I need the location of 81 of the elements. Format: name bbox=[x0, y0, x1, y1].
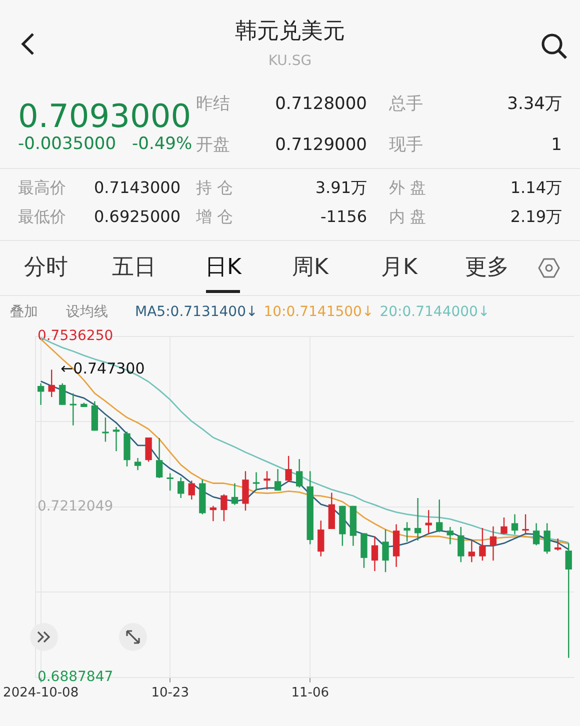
candlestick bbox=[382, 528, 389, 573]
text: 日K bbox=[205, 255, 242, 280]
candlestick bbox=[220, 494, 228, 522]
text: 月K bbox=[381, 255, 418, 280]
text: 五日 bbox=[112, 255, 156, 280]
candlestick bbox=[532, 522, 540, 546]
candlestick bbox=[210, 505, 217, 522]
text: 周K bbox=[292, 255, 328, 280]
candlestick bbox=[425, 509, 432, 534]
y-tick-label: 0.7212049 bbox=[37, 498, 114, 515]
candlestick bbox=[70, 392, 76, 426]
candlestick bbox=[414, 497, 422, 542]
text: 3.91万 bbox=[315, 178, 367, 197]
text: 更多 bbox=[465, 255, 509, 280]
candlestick bbox=[274, 468, 282, 492]
y-tick-label: 0.6887847 bbox=[37, 669, 114, 686]
candlestick bbox=[500, 516, 508, 535]
candlestick bbox=[554, 538, 562, 552]
text: 0.7129000 bbox=[275, 135, 367, 155]
candlestick bbox=[252, 472, 260, 492]
candlestick bbox=[264, 470, 270, 490]
candlestick bbox=[318, 520, 324, 557]
text: 最低价 bbox=[18, 207, 66, 226]
text: 设均线 bbox=[66, 304, 108, 320]
candlestick bbox=[59, 382, 66, 406]
x-tick-label: 2024-10-08 bbox=[3, 686, 79, 701]
candlestick bbox=[296, 458, 303, 488]
text: -0.49% bbox=[132, 134, 192, 154]
candlestick bbox=[404, 522, 410, 542]
candlestick bbox=[156, 437, 163, 479]
candlestick bbox=[166, 472, 174, 492]
text: 分时 bbox=[24, 255, 68, 280]
text: 昨结 bbox=[196, 94, 230, 114]
candlestick bbox=[544, 522, 550, 554]
candlestick bbox=[436, 498, 443, 533]
candlestick bbox=[112, 426, 120, 452]
candlestick bbox=[134, 457, 142, 471]
text: MA5:0.7131400↓ bbox=[135, 304, 258, 320]
candlestick bbox=[446, 526, 454, 545]
candlestick bbox=[37, 382, 44, 406]
candlestick bbox=[490, 526, 497, 562]
text: 2.19万 bbox=[510, 207, 562, 226]
chart-title: 韩元兑美元 bbox=[234, 18, 346, 46]
text: 总手 bbox=[389, 94, 423, 114]
text: 叠加 bbox=[10, 304, 38, 320]
text: 10:0.7141500↓ bbox=[264, 304, 374, 320]
text: 0.7128000 bbox=[275, 94, 367, 114]
candlestick bbox=[48, 369, 55, 398]
text: 20:0.7144000↓ bbox=[380, 304, 490, 320]
text: 开盘 bbox=[196, 135, 230, 155]
x-tick-label: 10-23 bbox=[151, 686, 189, 701]
candlestick bbox=[565, 542, 572, 658]
x-tick-label: 11-06 bbox=[291, 686, 329, 701]
candlestick bbox=[479, 527, 486, 562]
candlestick bbox=[458, 526, 464, 563]
candlestick bbox=[145, 436, 152, 462]
candlestick bbox=[102, 416, 109, 442]
candlestick bbox=[178, 476, 184, 499]
text: 0.7143000 bbox=[94, 178, 181, 197]
text: 持 仓 bbox=[196, 178, 234, 197]
text: 3.34万 bbox=[507, 94, 562, 114]
candlestick bbox=[522, 514, 529, 534]
candlestick bbox=[468, 540, 476, 563]
candlestick bbox=[285, 455, 292, 482]
candlestick bbox=[511, 514, 518, 535]
text: 外 盘 bbox=[389, 178, 426, 197]
y-tick-label: 0.7536250 bbox=[37, 328, 114, 344]
text: 内 盘 bbox=[389, 207, 426, 226]
text: 现手 bbox=[389, 135, 423, 155]
text: -0.0035000 bbox=[18, 134, 116, 154]
text: 0.6925000 bbox=[94, 207, 181, 226]
candlestick bbox=[371, 536, 378, 572]
text: 1 bbox=[551, 135, 562, 155]
candlestick bbox=[188, 480, 195, 500]
chart-subtitle: KU.SG bbox=[267, 53, 313, 69]
text: 增 仓 bbox=[196, 207, 234, 226]
text: 最高价 bbox=[18, 178, 66, 197]
candlestick bbox=[231, 482, 238, 506]
text: -1156 bbox=[320, 207, 367, 226]
text: 1.14万 bbox=[510, 178, 562, 197]
text: 0.7093000 bbox=[18, 97, 192, 135]
